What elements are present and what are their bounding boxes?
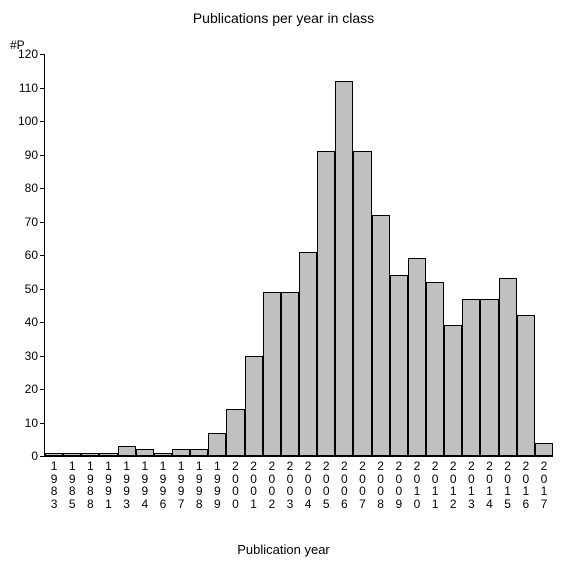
bar — [99, 453, 117, 456]
y-tick — [40, 289, 45, 290]
plot-area: 01020304050607080901001101201 9 8 31 9 8… — [44, 54, 553, 457]
bar — [499, 278, 517, 456]
y-tick — [40, 188, 45, 189]
y-tick-label: 90 — [25, 148, 38, 162]
y-tick — [40, 322, 45, 323]
x-tick-label: 2 0 1 0 — [411, 460, 423, 510]
y-tick — [40, 54, 45, 55]
bar — [245, 356, 263, 457]
x-tick-label: 2 0 0 8 — [375, 460, 387, 510]
x-tick-label: 1 9 8 3 — [48, 460, 60, 510]
x-tick-label: 1 9 8 5 — [66, 460, 78, 510]
y-tick-label: 70 — [25, 215, 38, 229]
y-tick — [40, 155, 45, 156]
x-tick-label: 2 0 1 1 — [429, 460, 441, 510]
bar — [444, 325, 462, 456]
x-tick-label: 1 9 9 9 — [211, 460, 223, 510]
x-tick-label: 1 9 9 4 — [139, 460, 151, 510]
bar — [462, 299, 480, 456]
bar — [317, 151, 335, 456]
x-tick-label: 2 0 0 3 — [284, 460, 296, 510]
x-tick-label: 2 0 0 5 — [320, 460, 332, 510]
y-tick — [40, 121, 45, 122]
bar — [335, 81, 353, 456]
bar — [63, 453, 81, 456]
x-tick-label: 2 0 0 0 — [230, 460, 242, 510]
bar — [263, 292, 281, 456]
x-tick-label: 2 0 1 5 — [502, 460, 514, 510]
x-tick-label: 1 9 9 6 — [157, 460, 169, 510]
x-tick-label: 2 0 0 1 — [248, 460, 260, 510]
x-tick-label: 2 0 0 7 — [357, 460, 369, 510]
y-tick-label: 80 — [25, 181, 38, 195]
x-tick-label: 2 0 0 6 — [338, 460, 350, 510]
y-tick-label: 60 — [25, 248, 38, 262]
y-tick-label: 50 — [25, 282, 38, 296]
y-tick-label: 110 — [19, 81, 38, 95]
y-tick-label: 40 — [25, 315, 38, 329]
x-axis-label: Publication year — [0, 542, 567, 557]
x-tick-label: 1 9 8 8 — [84, 460, 96, 510]
x-tick-label: 1 9 9 3 — [121, 460, 133, 510]
y-tick — [40, 255, 45, 256]
x-tick-label: 2 0 1 6 — [520, 460, 532, 510]
y-tick-label: 10 — [25, 416, 38, 430]
bar — [226, 409, 244, 456]
y-tick-label: 100 — [18, 114, 38, 128]
bar — [136, 449, 154, 456]
x-tick-label: 1 9 9 8 — [193, 460, 205, 510]
bar — [535, 443, 553, 456]
x-tick-label: 2 0 1 2 — [447, 460, 459, 510]
x-tick-label: 1 9 9 7 — [175, 460, 187, 510]
publications-chart: Publications per year in class #P 010203… — [0, 0, 567, 567]
bar — [426, 282, 444, 456]
bar — [517, 315, 535, 456]
x-tick-label: 2 0 0 2 — [266, 460, 278, 510]
chart-title: Publications per year in class — [0, 10, 567, 26]
bar — [281, 292, 299, 456]
y-tick-label: 30 — [25, 349, 38, 363]
x-tick-label: 2 0 1 7 — [538, 460, 550, 510]
y-tick-label: 0 — [31, 449, 38, 463]
bar — [154, 453, 172, 456]
y-tick — [40, 423, 45, 424]
bar — [480, 299, 498, 456]
bar — [45, 453, 63, 456]
y-tick — [40, 356, 45, 357]
x-tick-label: 2 0 0 4 — [302, 460, 314, 510]
bar — [172, 449, 190, 456]
bar — [190, 449, 208, 456]
bar — [390, 275, 408, 456]
x-tick-label: 2 0 1 3 — [465, 460, 477, 510]
x-tick-label: 2 0 1 4 — [484, 460, 496, 510]
bar — [408, 258, 426, 456]
x-tick-label: 1 9 9 1 — [103, 460, 115, 510]
y-tick — [40, 389, 45, 390]
bar — [353, 151, 371, 456]
bar — [208, 433, 226, 456]
y-tick-label: 120 — [18, 47, 38, 61]
y-tick — [40, 456, 45, 457]
bar — [81, 453, 99, 456]
bar — [372, 215, 390, 456]
x-tick-label: 2 0 0 9 — [393, 460, 405, 510]
bar — [118, 446, 136, 456]
bar — [299, 252, 317, 456]
y-tick — [40, 222, 45, 223]
y-tick-label: 20 — [25, 382, 38, 396]
y-tick — [40, 88, 45, 89]
